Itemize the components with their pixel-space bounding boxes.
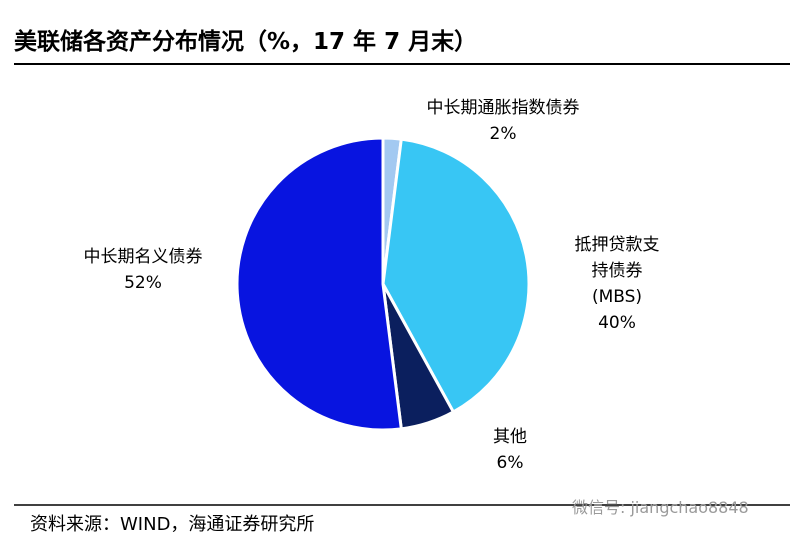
watermark: 微信号: jiangchao8848 (572, 498, 749, 517)
pie (235, 136, 531, 432)
pie-slice (235, 136, 403, 432)
value-label: 40% (598, 313, 636, 333)
slice-label: 其他 6% (493, 424, 527, 476)
chart-title: 美联储各资产分布情况（%，17 年 7 月末） (14, 29, 478, 55)
value-label: 2% (489, 124, 517, 144)
value-label: 6% (496, 453, 524, 473)
pie-slice (381, 137, 531, 414)
category-label: 抵押贷款支持债券(MBS) (574, 235, 660, 307)
source-note: 资料来源：WIND，海通证券研究所 (30, 514, 315, 535)
category-label: 中长期通胀指数债券 (426, 98, 580, 118)
value-label: 52% (124, 273, 162, 293)
category-label: 其他 (493, 427, 527, 447)
slice-label: 中长期通胀指数债券 2% (427, 95, 580, 147)
slice-label: 抵押贷款支持债券(MBS) 40% (569, 232, 664, 336)
slice-label: 中长期名义债券 52% (84, 244, 203, 296)
category-label: 中长期名义债券 (83, 247, 203, 267)
